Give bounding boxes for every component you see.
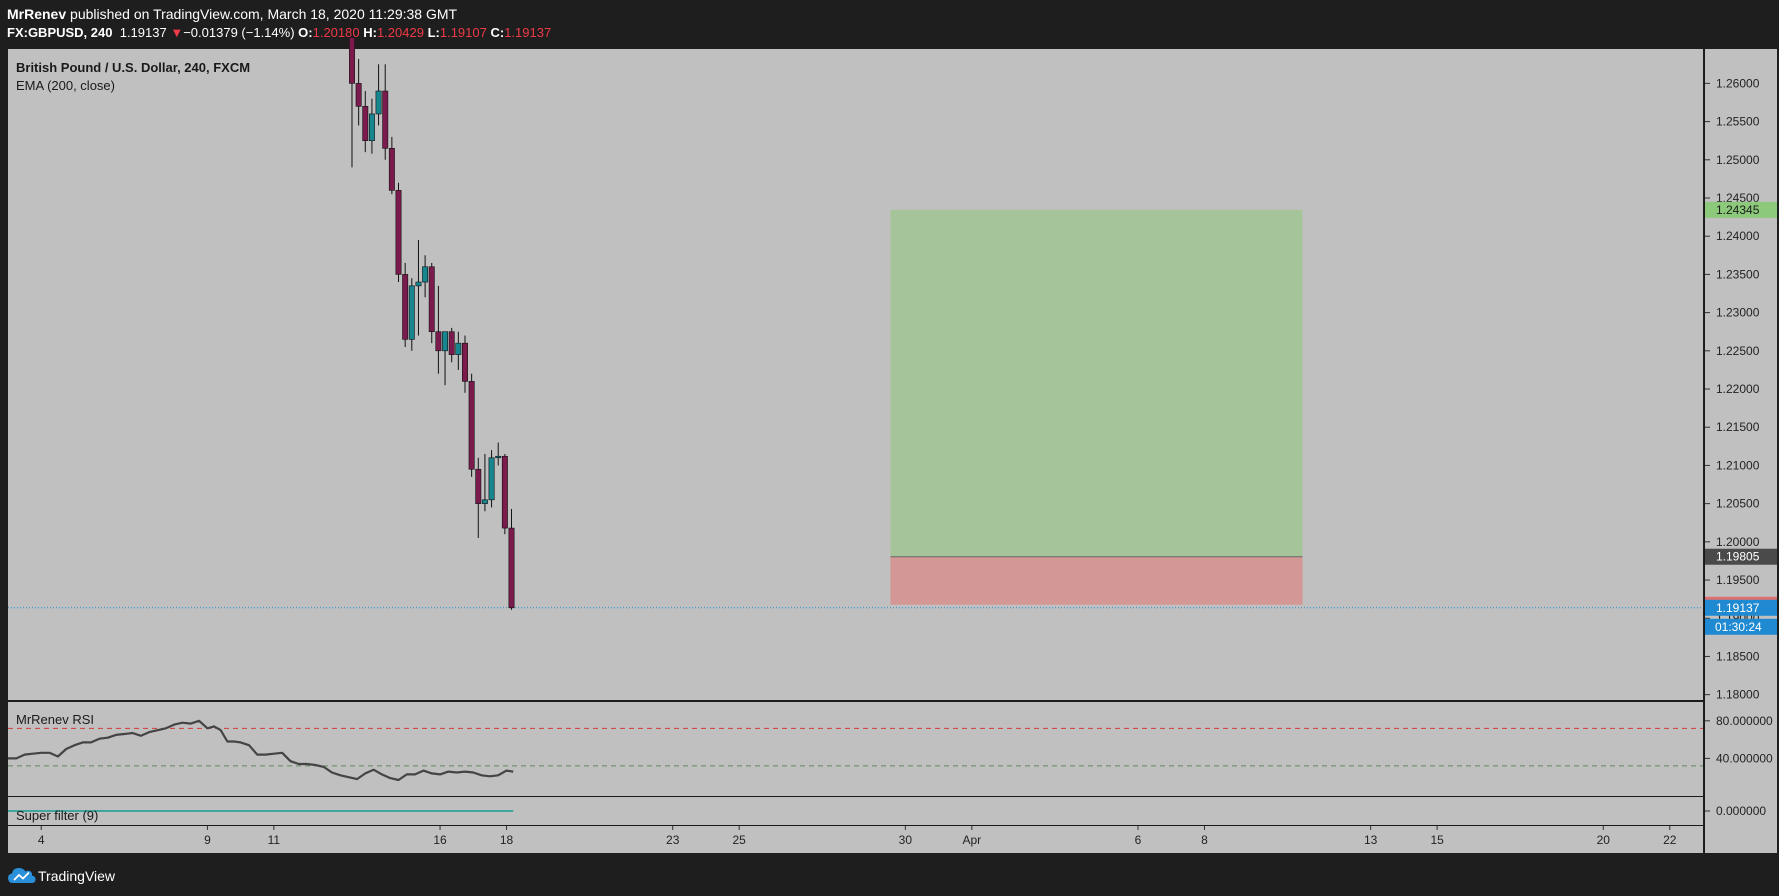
time-tick-label: 16 <box>433 833 447 847</box>
candle-bullish[interactable] <box>375 90 382 115</box>
time-tick-label: 13 <box>1364 833 1378 847</box>
candle-bearish[interactable] <box>508 527 515 609</box>
long-position-profit-zone[interactable] <box>890 209 1303 557</box>
price-tick-label: 1.20000 <box>1716 535 1760 549</box>
candle-bullish[interactable] <box>481 499 488 504</box>
footer: TradingView <box>0 856 1779 896</box>
time-tick-label: 20 <box>1597 833 1611 847</box>
countdown-text: 01:30:24 <box>1715 620 1762 634</box>
time-tick-label: 6 <box>1135 833 1142 847</box>
candle-bullish[interactable] <box>422 266 429 283</box>
candle-bullish[interactable] <box>488 457 495 501</box>
rsi-legend[interactable]: MrRenev RSI <box>16 712 95 727</box>
candle-bullish[interactable] <box>455 342 462 355</box>
time-tick-label: Apr <box>962 833 981 847</box>
chart-header: MrRenev published on TradingView.com, Ma… <box>0 0 1779 48</box>
open-value: 1.20180 <box>312 25 360 40</box>
time-tick-label: 25 <box>732 833 746 847</box>
entry-price-text: 1.19805 <box>1716 550 1760 564</box>
price-tick-label: 1.19500 <box>1716 573 1760 587</box>
published-info: published on TradingView.com, March 18, … <box>70 6 458 22</box>
candle-bearish[interactable] <box>462 342 468 382</box>
candle-bearish[interactable] <box>362 106 369 141</box>
target-price-text: 1.24345 <box>1716 203 1760 217</box>
low-label: L: <box>427 25 440 40</box>
superfilter-legend[interactable]: Super filter (9) <box>16 808 99 823</box>
chart-canvas[interactable]: 1.26000 1.25500 1.25000 1.24500 1.24000 1.235… <box>0 0 1779 856</box>
target-price-label <box>1705 201 1777 218</box>
candle-bullish[interactable] <box>408 285 415 340</box>
candle-bullish[interactable] <box>415 281 422 287</box>
price-axis[interactable] <box>1705 49 1777 853</box>
close-label: C: <box>490 25 505 40</box>
countdown-label <box>1705 618 1777 635</box>
price-tick-label: 1.20500 <box>1716 497 1760 511</box>
last-price: 1.19137 <box>119 25 167 40</box>
candle-bearish[interactable] <box>388 148 395 191</box>
candle-bearish[interactable] <box>395 190 402 275</box>
publication-line: MrRenev published on TradingView.com, Ma… <box>7 6 457 22</box>
candle-bearish[interactable] <box>448 331 455 355</box>
candle-bearish[interactable] <box>475 468 482 504</box>
time-tick-label: 9 <box>204 833 211 847</box>
price-tick-label: 1.24000 <box>1716 229 1760 243</box>
time-tick-label: 23 <box>666 833 680 847</box>
time-tick-label: 22 <box>1663 833 1677 847</box>
down-arrow-icon: ▼ <box>170 25 184 40</box>
price-price-text: 1.19137 <box>1716 601 1760 615</box>
price-tick-label: 1.26000 <box>1716 76 1760 90</box>
price-price-label <box>1705 599 1777 616</box>
instrument-legend: British Pound / U.S. Dollar, 240, FXCM <box>16 60 251 75</box>
high-label: H: <box>363 25 377 40</box>
price-pane[interactable] <box>8 49 1703 700</box>
tradingview-cloud-icon[interactable] <box>8 866 36 886</box>
time-tick-label: 18 <box>500 833 514 847</box>
candle-bullish[interactable] <box>495 455 502 459</box>
open-label: O: <box>298 25 313 40</box>
rsi-line[interactable] <box>8 719 514 782</box>
symbol-label: FX:GBPUSD, 240 <box>7 25 113 40</box>
time-tick-label: 15 <box>1430 833 1444 847</box>
time-tick-label: 11 <box>268 833 281 847</box>
price-tick-label: 1.23500 <box>1716 267 1760 281</box>
time-axis[interactable] <box>8 826 1703 853</box>
price-tick-label: 1.21000 <box>1716 458 1760 472</box>
candle-bearish[interactable] <box>402 274 409 340</box>
candle-bullish[interactable] <box>442 331 449 352</box>
time-tick-label: 8 <box>1201 833 1208 847</box>
price-tick-label: 1.23000 <box>1716 306 1760 320</box>
long-position-stop-zone[interactable] <box>890 556 1303 605</box>
candle-bearish[interactable] <box>428 266 435 333</box>
candle-bearish[interactable] <box>468 381 475 470</box>
rsi-tick-label: 80.000000 <box>1716 714 1773 728</box>
close-value: 1.19137 <box>504 25 552 40</box>
time-tick-label: 30 <box>899 833 913 847</box>
ema-legend[interactable]: EMA (200, close) <box>16 78 115 93</box>
rsi-tick-label: 40.000000 <box>1716 751 1773 765</box>
price-tick-label: 1.21500 <box>1716 420 1760 434</box>
price-tick-label: 1.24500 <box>1716 191 1760 205</box>
price-change: −0.01379 (−1.14%) <box>183 25 295 40</box>
tradingview-brand[interactable]: TradingView <box>38 868 116 884</box>
candle-bearish[interactable] <box>382 90 389 149</box>
superfilter-tick-label: 0.000000 <box>1716 804 1766 818</box>
price-tick-label: 1.22000 <box>1716 382 1760 396</box>
high-value: 1.20429 <box>376 25 424 40</box>
price-tick-label: 1.18500 <box>1716 649 1760 663</box>
time-tick-label: 4 <box>38 833 45 847</box>
candle-bearish[interactable] <box>435 331 442 352</box>
price-tick-label: 1.22500 <box>1716 344 1760 358</box>
low-value: 1.19107 <box>439 25 487 40</box>
candle-bearish[interactable] <box>349 37 355 84</box>
price-tick-label: 1.18000 <box>1716 688 1760 702</box>
candle-bearish[interactable] <box>501 455 508 529</box>
candle-bullish[interactable] <box>368 113 375 141</box>
entry-price-label <box>1705 548 1777 565</box>
author-name[interactable]: MrRenev <box>7 6 67 22</box>
ohlc-line: FX:GBPUSD, 240 1.19137 ▼−0.01379 (−1.14%… <box>7 25 551 40</box>
price-tick-label: 1.25500 <box>1716 115 1760 129</box>
candle-bearish[interactable] <box>355 83 362 107</box>
price-tick-label: 1.25000 <box>1716 153 1760 167</box>
rsi-pane[interactable] <box>8 702 1703 796</box>
